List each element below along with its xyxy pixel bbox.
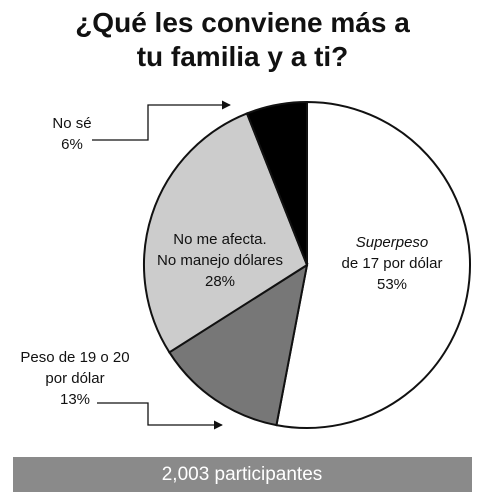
pie-slice (275, 100, 471, 429)
slice-label: de 17 por dólar (342, 255, 443, 272)
value-label: 53% (377, 276, 407, 293)
slice-label: Peso de 19 o 20 (20, 349, 129, 366)
slice-label: por dólar (45, 370, 104, 387)
pie (143, 100, 471, 429)
chart-title: ¿Qué les conviene más a tu familia y a t… (75, 7, 410, 72)
leader-line (92, 100, 231, 141)
pie-slice (167, 262, 309, 427)
slice-label: No manejo dólares (157, 252, 283, 269)
value-label: 6% (61, 136, 83, 153)
value-label: 28% (205, 273, 235, 290)
pie-slice (245, 100, 308, 266)
pie-slice (143, 112, 309, 354)
footer-bar (13, 457, 472, 492)
value-label: 13% (60, 391, 90, 408)
slice-label: No sé (52, 115, 91, 132)
slice-label: Superpeso (356, 234, 429, 251)
footer-note: 2,003 participantes (162, 464, 323, 485)
leader-line (97, 402, 223, 430)
slice-label: No me afecta. (173, 231, 266, 248)
